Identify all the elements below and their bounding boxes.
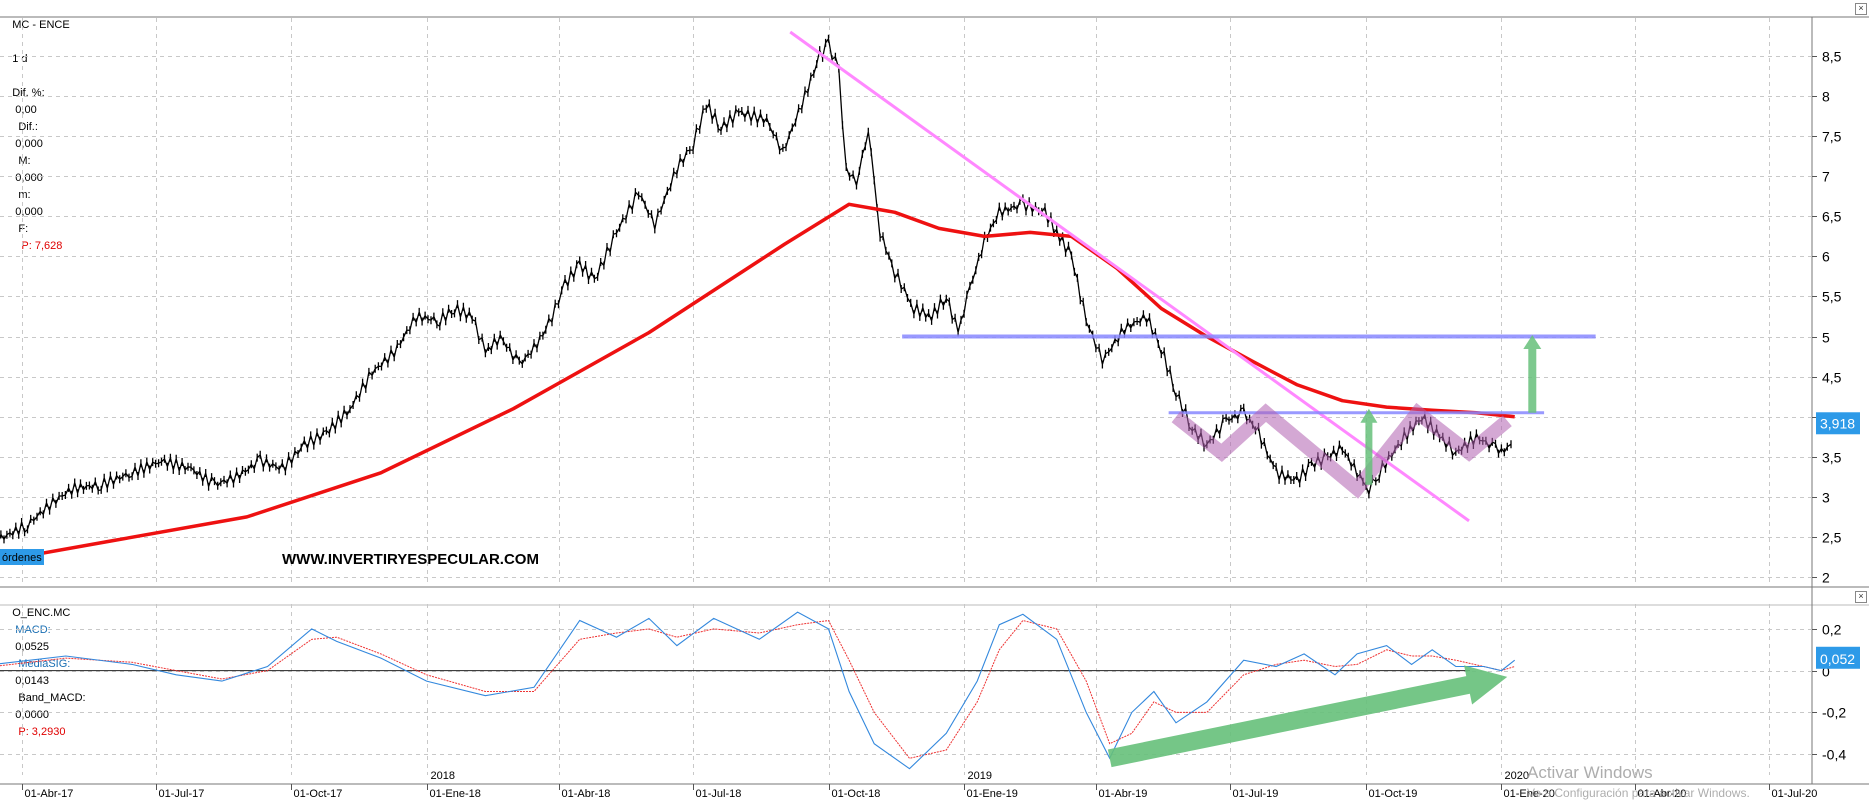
macd-extra: P: 3,2930 [18,726,66,738]
close-icon[interactable]: × [1855,591,1867,603]
macd-line [0,611,1516,770]
price-value-label: 3,918 [1820,415,1855,431]
x-tick-label: 01-Abr-18 [562,788,611,800]
macd-value: 0,0525 [15,641,49,653]
x-tick-label: 01-Abr-20 [1638,788,1687,800]
x-tick-label: 01-Oct-17 [294,788,343,800]
interval-label: 1 d [12,53,28,65]
orders-tag [0,549,44,565]
orders-label: órdenes [2,552,42,564]
y-tick-label: 3 [1822,490,1830,506]
year-label: 2020 [1505,770,1529,782]
y-tick-label: 0,2 [1822,622,1842,638]
y-tick-label: 5 [1822,330,1830,346]
y-tick-label: -0,2 [1822,705,1846,721]
y-tick-label: 2 [1822,570,1830,586]
close-icon[interactable]: × [1855,3,1867,15]
field-label: Dif.: [18,121,38,133]
price-series [0,34,1512,544]
y-tick-label: -0,4 [1822,747,1846,763]
x-tick-label: 01-Jul-20 [1772,788,1818,800]
x-tick-label: 01-Jul-18 [696,788,742,800]
macd-header: O_ENC.MC MACD: 0,0525 MediaSIG: 0,0143 B… [0,588,1820,738]
y-tick-label: 7,5 [1822,129,1842,145]
y-tick-label: 3,5 [1822,450,1842,466]
y-tick-label: 2,5 [1822,530,1842,546]
target-arrow [1523,335,1542,413]
y-tick-label: 7 [1822,169,1830,185]
moving-average-line [0,202,1515,563]
x-tick-label: 01-Ene-19 [967,788,1018,800]
last-value: P: 7,628 [21,240,63,252]
x-tick-label: 01-Ene-18 [430,788,481,800]
x-tick-label: 01-Abr-19 [1099,788,1148,800]
signal-line [0,619,1515,759]
x-tick-label: 01-Oct-18 [832,788,881,800]
price-value-badge [1816,412,1860,435]
x-tick-label: 01-Ene-20 [1504,788,1555,800]
signal-value: 0,0143 [15,675,49,687]
field-value: 0,000 [15,206,43,218]
x-tick-label: 01-Abr-17 [25,788,74,800]
y-tick-label: 5,5 [1822,289,1842,305]
windows-watermark-subtitle: Ve a Configuración para activar Windows. [1527,786,1750,800]
macd-prefix: O_ENC.MC [12,607,71,619]
target-arrow [1360,408,1378,485]
signal-label: MediaSIG: [18,658,71,670]
windows-watermark-title: Activar Windows [1527,763,1653,782]
x-tick-label: 01-Jul-17 [159,788,205,800]
trend-line [789,30,1470,523]
y-tick-label: 6,5 [1822,209,1842,225]
site-watermark: WWW.INVERTIRYESPECULAR.COM [282,551,539,568]
x-tick-label: 01-Jul-19 [1233,788,1279,800]
x-tick-label: 01-Oct-19 [1369,788,1418,800]
year-label: 2018 [431,770,455,782]
divergence-arrow-shape [1107,665,1508,768]
last-label: F: [18,223,29,235]
field-label: m: [18,189,31,201]
band-label: Band_MACD: [18,692,86,704]
y-tick-label: 8,5 [1822,49,1842,65]
field-label: M: [18,155,31,167]
macd-value-badge [1816,646,1860,669]
year-label: 2019 [968,770,992,782]
macd-value-label: 0,052 [1820,651,1855,667]
symbol-label: MC - ENCE [12,19,70,31]
y-tick-label: 6 [1822,249,1830,265]
pattern-overlay [1171,402,1512,499]
y-tick-label: 0 [1822,664,1830,680]
y-tick-label: 4,5 [1822,370,1842,386]
divergence-arrow [1107,665,1508,768]
y-tick-label: 8 [1822,89,1830,105]
field-value: 0,00 [15,104,37,116]
